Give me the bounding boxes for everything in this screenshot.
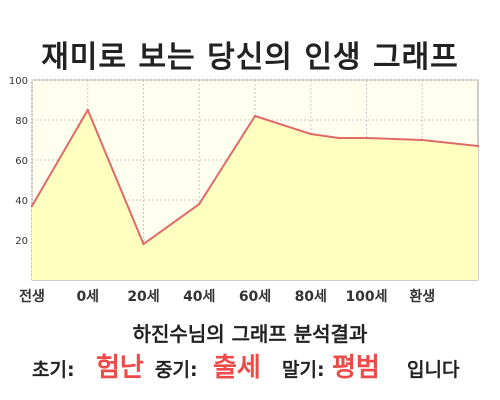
x-axis: 전생 0세 20세 40세 60세 80세 100세 환생 xyxy=(19,288,435,305)
y-tick-label: 80 xyxy=(15,116,28,127)
series-area-fill xyxy=(32,110,478,280)
data-point xyxy=(337,136,340,140)
x-tick-label: 0세 xyxy=(76,289,99,305)
y-tick-label: 40 xyxy=(15,196,28,207)
late-stage-label: 말기: xyxy=(282,359,325,381)
data-point xyxy=(198,202,201,206)
y-tick-label: 100 xyxy=(9,76,28,87)
y-tick-label: 60 xyxy=(15,156,28,167)
data-point xyxy=(421,138,424,142)
data-point xyxy=(365,136,368,140)
page-title: 재미로 보는 당신의 인생 그래프 xyxy=(41,40,459,75)
y-axis: 20 40 60 80 100 xyxy=(9,76,28,247)
x-tick-label: 80세 xyxy=(295,289,327,305)
late-stage-value: 평범 xyxy=(332,353,380,383)
result-ending: 입니다 xyxy=(407,359,460,381)
mid-stage-value: 출세 xyxy=(213,353,261,383)
x-tick-label: 20세 xyxy=(127,289,159,305)
x-tick-label: 100세 xyxy=(345,289,387,305)
data-point xyxy=(476,144,480,148)
series-area xyxy=(30,108,480,280)
data-point xyxy=(142,242,145,246)
mid-stage-label: 중기: xyxy=(155,359,198,381)
series-line xyxy=(31,109,479,245)
early-stage-value: 험난 xyxy=(96,353,144,383)
data-point xyxy=(86,108,89,112)
data-point xyxy=(30,204,34,208)
x-tick-label: 60세 xyxy=(239,289,271,305)
result-title: 하진수님의 그래프 분석결과 xyxy=(132,322,368,346)
y-tick-label: 20 xyxy=(15,236,28,247)
x-tick-label: 전생 xyxy=(19,288,45,305)
data-point xyxy=(309,132,312,136)
x-tick-label: 40세 xyxy=(183,289,215,305)
x-tick-label: 환생 xyxy=(409,288,435,305)
life-graph-chart: 20 40 60 80 100 전생 0세 20세 40세 60세 80세 100세 환생 xyxy=(9,76,480,305)
early-stage-label: 초기: xyxy=(32,359,75,381)
data-point xyxy=(253,114,257,118)
